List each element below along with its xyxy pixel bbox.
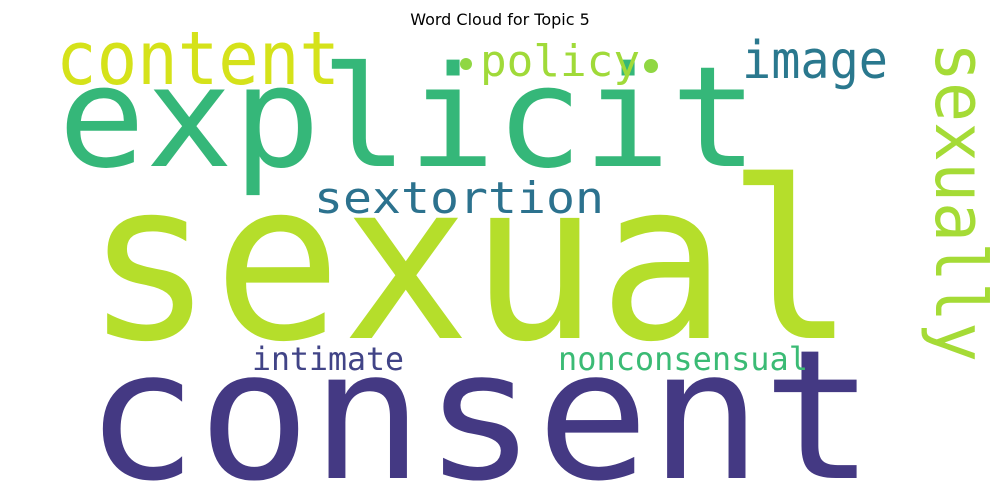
word-explicit: explicit [58, 37, 758, 200]
word-policy: policy [480, 36, 640, 87]
word-consent: consent [85, 312, 875, 500]
dot-token-left [460, 58, 472, 70]
word-image: image [742, 31, 888, 91]
word-sexually: sexually [919, 42, 1000, 362]
page-title: Word Cloud for Topic 5 [410, 10, 590, 29]
word-sexual: sexual [85, 134, 855, 390]
word-content: content [56, 16, 340, 102]
word-nonconsensual: nonconsensual [558, 340, 808, 378]
word-intimate: intimate [252, 340, 404, 378]
word-sextortion: sextortion [314, 173, 604, 224]
dot-token-right [644, 59, 658, 73]
